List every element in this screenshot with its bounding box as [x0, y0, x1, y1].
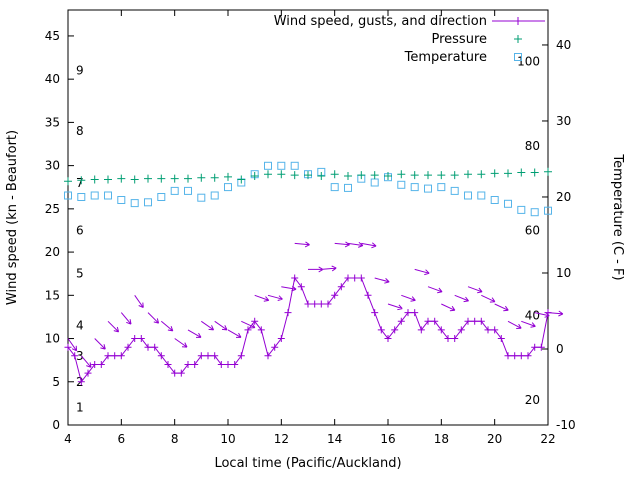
temperature-point [184, 186, 192, 195]
y-left-tick-label: 0 [52, 418, 60, 432]
temperature-point [530, 208, 539, 217]
temperature-point [437, 183, 446, 192]
temperature-point [64, 191, 72, 200]
temperature-point [450, 186, 459, 195]
y-left-tick-label: 5 [52, 375, 60, 389]
legend-plus-sample [514, 17, 522, 25]
fahrenheit-scale-label: 20 [525, 393, 540, 407]
temperature-point [104, 191, 112, 200]
fahrenheit-scale-label: 100 [517, 55, 540, 69]
gust-direction-vectors [67, 241, 564, 368]
y-left-tick-label: 40 [45, 72, 60, 86]
x-tick-label: 14 [327, 432, 342, 446]
fahrenheit-scale-label: 40 [525, 309, 540, 323]
x-axis-title: Local time (Pacific/Auckland) [214, 456, 401, 471]
temperature-point [144, 198, 152, 207]
temperature-point [90, 191, 99, 200]
temperature-point [330, 183, 339, 192]
y-left-tick-label: 30 [45, 159, 60, 173]
y-right-axis-title: Temperature (C - F) [610, 153, 625, 280]
temperature-point [344, 183, 352, 192]
temperature-point [197, 193, 206, 202]
y-left-tick-label: 15 [45, 288, 60, 302]
y-left-tick-label: 45 [45, 29, 60, 43]
temperature-point [477, 191, 486, 200]
legend-label: Temperature [404, 50, 487, 65]
wind-speed-line [67, 276, 549, 383]
legend-square-sample [514, 53, 522, 61]
x-tick-label: 8 [171, 432, 179, 446]
temperature-point [117, 196, 126, 204]
legend-label: Pressure [431, 32, 487, 47]
temperature-point [517, 205, 526, 214]
y-right-tick-label: 30 [556, 114, 571, 128]
temperature-point [210, 191, 219, 200]
x-tick-label: 16 [380, 432, 395, 446]
y-left-axis-title: Wind speed (kn - Beaufort) [5, 130, 20, 305]
plot-border [67, 9, 549, 426]
temperature-point [464, 191, 472, 200]
beaufort-scale-label: 8 [76, 124, 84, 138]
beaufort-scale-label: 3 [76, 349, 84, 363]
beaufort-scale-label: 5 [76, 267, 84, 281]
temperature-point [77, 193, 86, 201]
temperature-point [170, 186, 179, 195]
y-left-tick-label: 20 [45, 245, 60, 259]
y-right-tick-label: 20 [556, 190, 571, 204]
temperature-point [370, 178, 379, 187]
y-right-tick-label: 0 [556, 342, 564, 356]
temperature-point [490, 196, 499, 204]
y-left-tick-label: 35 [45, 115, 60, 129]
temperature-point [157, 193, 166, 201]
temperature-point [504, 199, 512, 208]
temperature-point [130, 199, 139, 208]
x-tick-label: 6 [118, 432, 126, 446]
temperature-point [264, 161, 272, 170]
temperature-point [397, 180, 406, 189]
fahrenheit-scale-label: 80 [525, 139, 540, 153]
beaufort-scale-label: 6 [76, 223, 84, 237]
x-tick-label: 22 [540, 432, 555, 446]
beaufort-scale-label: 4 [76, 319, 84, 333]
legend-label: Wind speed, gusts, and direction [274, 14, 487, 29]
legend-plus-sample [514, 35, 522, 43]
temperature-point [290, 161, 299, 170]
beaufort-scale-label: 9 [76, 64, 84, 78]
fahrenheit-scale-label: 60 [525, 223, 540, 237]
x-tick-label: 18 [434, 432, 449, 446]
y-left-tick-label: 10 [45, 332, 60, 346]
beaufort-scale-label: 1 [76, 401, 84, 415]
beaufort-scale-label: 7 [76, 176, 84, 190]
y-right-tick-label: -10 [556, 418, 576, 432]
temperature-point [544, 206, 552, 215]
x-tick-label: 4 [64, 432, 72, 446]
x-tick-label: 12 [274, 432, 289, 446]
wind-speed-points [64, 274, 552, 386]
y-right-tick-label: 10 [556, 266, 571, 280]
temperature-point [224, 183, 232, 192]
temperature-point [277, 161, 286, 170]
y-left-tick-label: 25 [45, 202, 60, 216]
temperature-point [424, 184, 432, 193]
pressure-points [64, 167, 552, 186]
temperature-point [410, 183, 419, 192]
y-right-tick-label: 40 [556, 38, 571, 52]
x-tick-label: 20 [487, 432, 502, 446]
x-tick-label: 10 [220, 432, 235, 446]
